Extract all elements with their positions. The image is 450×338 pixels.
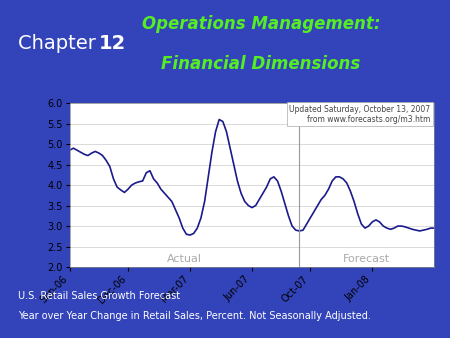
Text: Forecast: Forecast <box>343 254 391 264</box>
Text: Operations Management:: Operations Management: <box>142 15 380 33</box>
Text: Actual: Actual <box>167 254 202 264</box>
Text: Updated Saturday, October 13, 2007
from www.forecasts.org/m3.htm: Updated Saturday, October 13, 2007 from … <box>289 105 431 124</box>
Text: 12: 12 <box>99 34 126 53</box>
Text: Year over Year Change in Retail Sales, Percent. Not Seasonally Adjusted.: Year over Year Change in Retail Sales, P… <box>18 311 371 321</box>
Text: Chapter: Chapter <box>18 34 102 53</box>
Text: Financial Dimensions: Financial Dimensions <box>162 55 360 73</box>
Text: U.S. Retail Sales Growth Forecast: U.S. Retail Sales Growth Forecast <box>18 291 180 301</box>
